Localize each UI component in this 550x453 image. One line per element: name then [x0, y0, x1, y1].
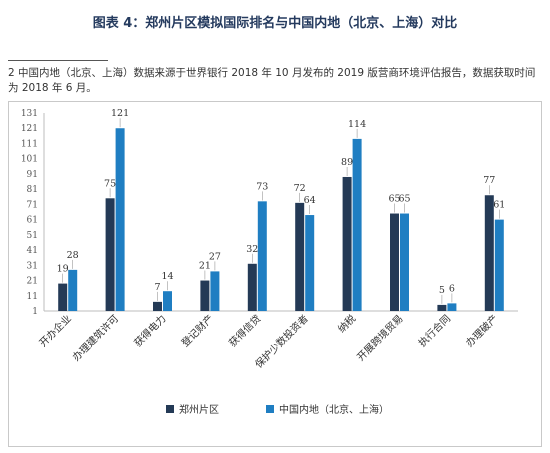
y-tick-label: 121: [21, 124, 38, 134]
data-label: 5: [439, 285, 445, 296]
data-label: 28: [67, 250, 79, 261]
y-tick-label: 51: [27, 231, 38, 241]
bar-mainland: [305, 215, 315, 311]
data-label: 7: [154, 282, 160, 293]
y-tick-label: 1: [32, 307, 38, 317]
y-tick-label: 11: [27, 292, 38, 302]
data-label: 32: [246, 244, 258, 255]
y-tick-label: 101: [21, 155, 38, 165]
bar-zhengzhou: [200, 280, 210, 311]
y-tick-label: 91: [27, 170, 38, 180]
data-label: 19: [57, 264, 69, 275]
bar-zhengzhou: [58, 283, 68, 311]
bar-zhengzhou: [342, 176, 352, 311]
data-label: 27: [209, 251, 221, 262]
data-label: 65: [388, 194, 400, 205]
data-label: 21: [199, 261, 211, 272]
bar-mainland: [210, 271, 220, 311]
legend-swatch-mainland: [266, 405, 274, 413]
footnote-text: 2 中国内地（北京、上海）数据来源于世界银行 2018 年 10 月发布的 20…: [8, 67, 536, 94]
category-label: 办理建筑许可: [70, 312, 122, 364]
legend-swatch-zhengzhou: [166, 405, 174, 413]
y-tick-label: 111: [21, 139, 38, 149]
bar-mainland: [352, 138, 362, 311]
category-label: 登记财产: [179, 312, 216, 349]
data-label: 114: [348, 119, 366, 130]
data-label: 14: [161, 271, 173, 282]
chart-frame: [8, 101, 542, 447]
bar-zhengzhou: [153, 301, 162, 311]
bar-mainland: [494, 219, 504, 311]
y-tick-label: 31: [27, 261, 38, 271]
data-label: 72: [294, 183, 306, 194]
category-label: 获得信贷: [226, 312, 263, 349]
figure-title: 图表 4：郑州片区模拟国际排名与中国内地（北京、上海）对比: [92, 16, 458, 31]
bar-mainland: [68, 269, 78, 311]
bar-chart: 11121314151617181911011111211311928开办企业7…: [21, 108, 518, 416]
footnote-rule: [8, 60, 108, 61]
bar-zhengzhou: [247, 263, 257, 311]
y-tick-label: 81: [27, 185, 38, 195]
data-label: 73: [256, 181, 268, 192]
data-label: 65: [398, 194, 410, 205]
category-label: 纳税: [335, 312, 358, 335]
bar-mainland: [163, 291, 172, 311]
bar-mainland: [257, 201, 267, 311]
data-label: 64: [304, 195, 316, 206]
y-tick-label: 21: [27, 277, 38, 287]
bar-mainland: [447, 303, 457, 311]
bar-zhengzhou: [295, 202, 305, 311]
bar-mainland: [400, 213, 409, 311]
data-label: 6: [449, 283, 455, 294]
bar-mainland: [115, 128, 125, 311]
legend-label-mainland: 中国内地（北京、上海）: [279, 403, 389, 416]
y-tick-label: 41: [27, 246, 38, 256]
bar-zhengzhou: [484, 195, 494, 311]
category-label: 开展跨境贸易: [354, 312, 406, 364]
y-tick-label: 61: [27, 216, 38, 226]
data-label: 75: [104, 178, 116, 189]
y-tick-label: 71: [27, 200, 38, 210]
data-label: 61: [493, 200, 505, 211]
category-label: 执行合同: [416, 312, 453, 349]
bar-zhengzhou: [437, 304, 447, 311]
legend-label-zhengzhou: 郑州片区: [179, 403, 219, 416]
bar-zhengzhou: [105, 198, 115, 311]
data-label: 89: [341, 157, 353, 168]
category-label: 开办企业: [36, 312, 73, 349]
data-label: 121: [111, 108, 129, 119]
bar-zhengzhou: [390, 213, 399, 311]
category-label: 获得电力: [131, 312, 168, 349]
data-label: 77: [483, 175, 495, 186]
category-label: 办理破产: [463, 312, 500, 349]
y-tick-label: 131: [21, 109, 38, 119]
